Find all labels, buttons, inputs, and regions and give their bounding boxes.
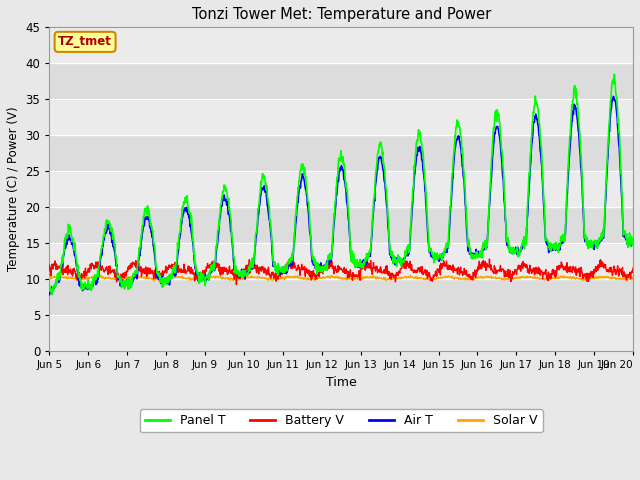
Bar [49, 99, 633, 135]
Bar [49, 135, 633, 171]
Bar [49, 315, 633, 351]
Bar [49, 207, 633, 243]
Bar [49, 27, 633, 63]
Bar [49, 171, 633, 207]
Y-axis label: Temperature (C) / Power (V): Temperature (C) / Power (V) [7, 107, 20, 272]
Text: TZ_tmet: TZ_tmet [58, 36, 112, 48]
Bar [49, 243, 633, 279]
X-axis label: Time: Time [326, 376, 356, 389]
Bar [49, 279, 633, 315]
Legend: Panel T, Battery V, Air T, Solar V: Panel T, Battery V, Air T, Solar V [140, 409, 543, 432]
Bar [49, 63, 633, 99]
Title: Tonzi Tower Met: Temperature and Power: Tonzi Tower Met: Temperature and Power [191, 7, 491, 22]
